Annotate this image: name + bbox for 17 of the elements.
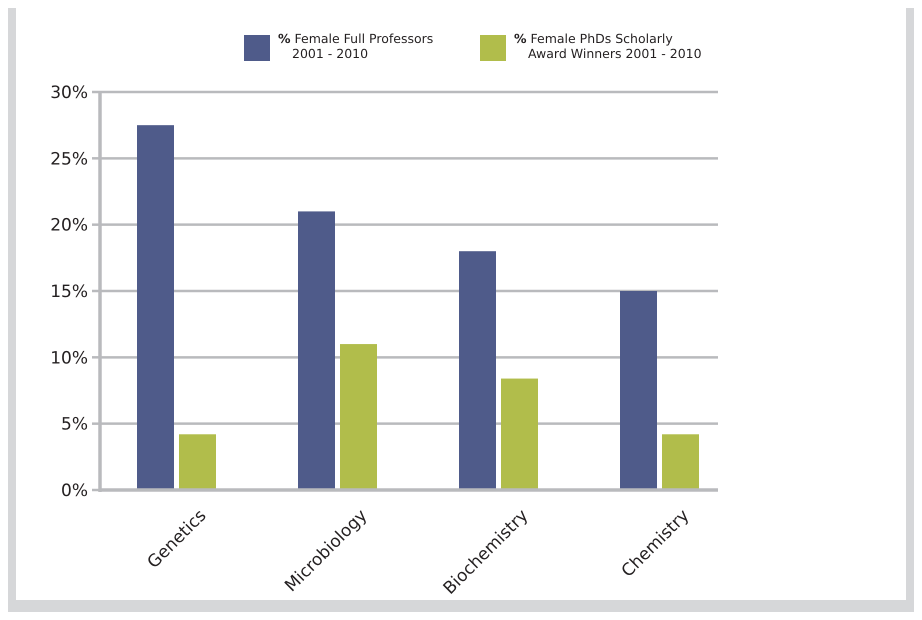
y-tick-label: 5% bbox=[61, 414, 88, 435]
y-tick-label: 0% bbox=[61, 480, 88, 501]
legend-label: % Female PhDs Scholarly Award Winners 2001 - 2010 bbox=[514, 31, 702, 61]
bar bbox=[662, 434, 699, 490]
bar bbox=[137, 125, 174, 490]
y-tick-label: 20% bbox=[50, 216, 88, 236]
bar bbox=[298, 211, 335, 490]
legend-label: % Female Full Professors 2001 - 2010 bbox=[278, 31, 438, 61]
y-tick-label: 30% bbox=[50, 82, 88, 103]
bar bbox=[620, 291, 657, 490]
bar bbox=[501, 378, 538, 490]
y-tick-label: 15% bbox=[50, 282, 88, 302]
bar bbox=[459, 251, 496, 490]
y-tick-label: 25% bbox=[50, 149, 88, 170]
bar bbox=[179, 434, 216, 490]
y-tick-label: 10% bbox=[50, 348, 88, 368]
bar bbox=[340, 344, 377, 490]
